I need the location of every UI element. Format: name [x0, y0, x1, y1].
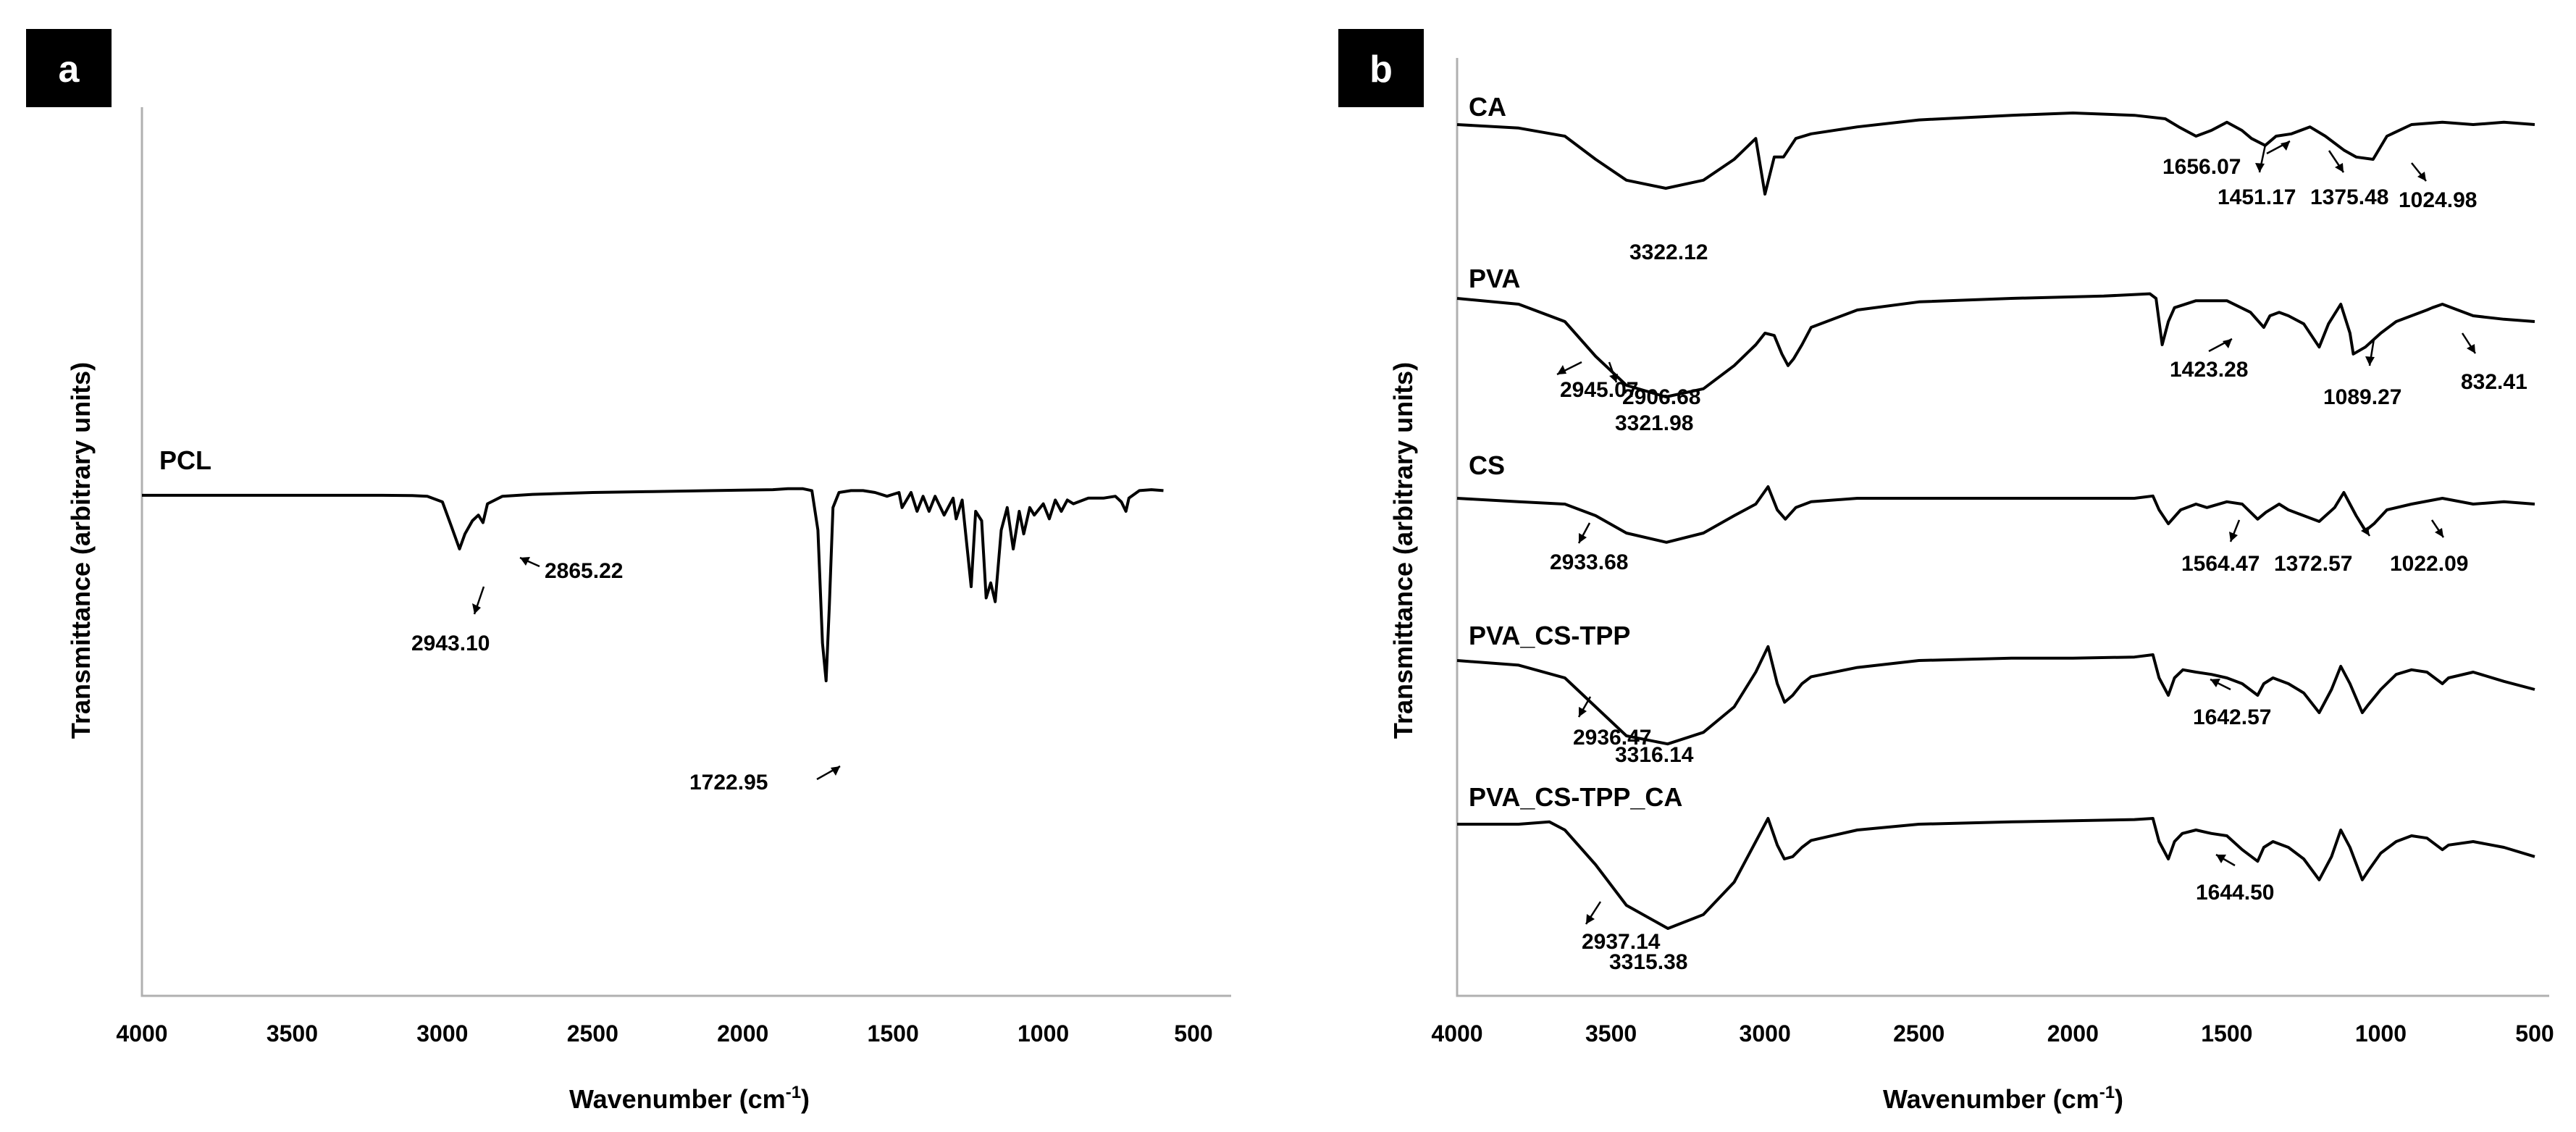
peak-label-1722-95: 1722.95 — [689, 771, 768, 795]
x-tick-label: 500 — [1174, 1020, 1212, 1047]
annotation-arrowhead — [2435, 528, 2443, 537]
panel-a-y-axis-title: Transmittance (arbitrary units) — [66, 362, 96, 739]
series-pva-cs-tpp-line — [1456, 645, 2535, 746]
x-tick-label: 1500 — [2201, 1020, 2252, 1047]
panel-b-letter: b — [1369, 49, 1393, 91]
x-tick-label: 1500 — [868, 1020, 919, 1047]
peak-label-2937-14: 2937.14 — [1582, 930, 1661, 954]
series-pva-cs-tpp-ca-label: PVA_CS-TPP_CA — [1469, 782, 1682, 812]
peak-label-2933-68: 2933.68 — [1550, 550, 1628, 574]
annotation-arrowhead — [2229, 532, 2238, 542]
panel-a-badge — [26, 29, 112, 107]
annotation-arrowhead — [1586, 914, 1595, 924]
peak-label-1564-47: 1564.47 — [2181, 552, 2260, 576]
panel-b-x-ticks: 4000 3500 3000 2500 2000 1500 1000 500 — [1431, 1020, 2554, 1047]
peak-label-1089-27: 1089.27 — [2323, 385, 2401, 409]
annotation-arrowhead — [2216, 855, 2226, 863]
peak-label-1372-57: 1372.57 — [2274, 552, 2352, 576]
peak-label-2865-22: 2865.22 — [545, 559, 623, 583]
peak-label-1451-17: 1451.17 — [2218, 185, 2296, 209]
peak-label-3315-38: 3315.38 — [1609, 950, 1687, 974]
series-ca-line — [1456, 112, 2535, 196]
series-pva-cs-tpp-label: PVA_CS-TPP — [1469, 621, 1630, 650]
x-tick-label: 3500 — [1585, 1020, 1637, 1047]
peak-label-1022-09: 1022.09 — [2390, 552, 2468, 576]
peak-label-1642-57: 1642.57 — [2193, 705, 2271, 729]
peak-label-1423-28: 1423.28 — [2170, 358, 2248, 382]
annotation-arrowhead — [2281, 141, 2290, 151]
annotation-arrowhead — [2223, 339, 2232, 348]
annotation-arrowhead — [520, 557, 530, 566]
series-cs-label: CS — [1469, 450, 1505, 480]
annotation-arrowhead — [472, 603, 481, 614]
annotation-arrowhead — [2210, 679, 2220, 687]
annotation-arrowhead — [1557, 365, 1566, 374]
x-tick-label: 2500 — [1893, 1020, 1944, 1047]
x-tick-label: 3000 — [1740, 1020, 1791, 1047]
x-tick-label: 4000 — [1431, 1020, 1482, 1047]
x-tick-label: 4000 — [116, 1020, 167, 1047]
annotation-arrowhead — [2467, 344, 2475, 353]
peak-label-1375-48: 1375.48 — [2310, 185, 2388, 209]
peak-label-1024-98: 1024.98 — [2399, 188, 2477, 212]
annotation-arrowhead — [2255, 163, 2265, 172]
peak-label-2945-07: 2945.07 — [1560, 378, 1638, 402]
peak-label-2943-10: 2943.10 — [411, 632, 490, 655]
x-tick-label: 1000 — [1018, 1020, 1069, 1047]
series-pva-label: PVA — [1469, 264, 1520, 293]
panel-a-x-axis-title: Wavenumber (cm-1) — [569, 1083, 810, 1114]
series-ca-label: CA — [1469, 92, 1506, 122]
series-pva-line — [1456, 292, 2535, 398]
peak-label-3322-12: 3322.12 — [1629, 240, 1708, 264]
x-tick-label: 1000 — [2355, 1020, 2407, 1047]
annotation-arrowhead — [2365, 356, 2375, 366]
peak-label-2906-68: 2906.68 — [1622, 385, 1700, 409]
panel-a-x-ticks: 4000 3500 3000 2500 2000 1500 1000 500 — [116, 1020, 1212, 1047]
x-tick-label: 3500 — [267, 1020, 318, 1047]
x-tick-label: 2500 — [567, 1020, 618, 1047]
annotation-arrowhead — [2417, 172, 2426, 181]
panel-b-badge — [1338, 29, 1424, 107]
peak-label-1656-07: 1656.07 — [2162, 155, 2241, 179]
annotation-arrowhead — [831, 766, 840, 776]
peak-label-2936-47: 2936.47 — [1573, 726, 1651, 750]
panel-a: a 4000 3500 3000 2500 2000 1500 1000 500 Wavenu… — [26, 29, 1231, 1114]
x-tick-label: 3000 — [416, 1020, 468, 1047]
series-pcl-line — [142, 487, 1164, 682]
panel-b-x-axis-title: Wavenumber (cm-1) — [1883, 1083, 2123, 1114]
peak-label-3316-14: 3316.14 — [1615, 743, 1694, 767]
series-pva-cs-tpp-ca-line — [1457, 817, 2535, 930]
panel-a-plot-frame — [140, 107, 1231, 997]
annotation-arrowhead — [1579, 707, 1587, 717]
peak-label-832-41: 832.41 — [2461, 370, 2527, 394]
annotation-arrowhead — [2361, 527, 2370, 536]
annotation-arrowhead — [2335, 163, 2344, 172]
x-tick-label: 500 — [2515, 1020, 2554, 1047]
peak-label-3321-98: 3321.98 — [1615, 411, 1693, 435]
annotation-arrowhead — [1609, 374, 1618, 382]
panel-b-plot-frame — [1456, 58, 2549, 997]
panel-b-y-axis-title: Transmittance (arbitrary units) — [1388, 362, 1418, 739]
series-pcl-label: PCL — [159, 445, 211, 475]
peak-label-1644-50: 1644.50 — [2196, 881, 2274, 905]
panel-b: b 4000 3500 3000 2500 2000 1500 1000 500 Wavenu… — [1338, 29, 2554, 1114]
annotation-arrowhead — [1579, 533, 1587, 543]
x-tick-label: 2000 — [717, 1020, 768, 1047]
panel-a-letter: a — [59, 49, 80, 91]
x-tick-label: 2000 — [2047, 1020, 2099, 1047]
